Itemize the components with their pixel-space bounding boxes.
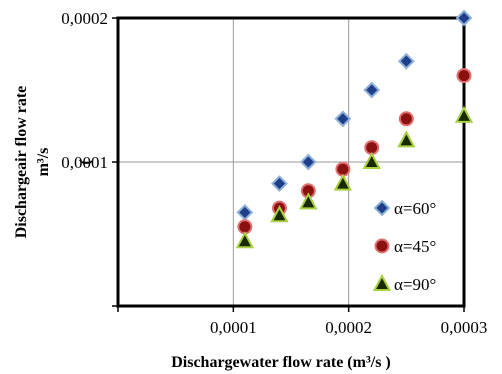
x-tick-label-2: 0,0003 — [441, 318, 488, 337]
point-series-2-4 — [362, 151, 381, 169]
point-series-0-5 — [397, 52, 415, 70]
legend: α=60° α=45° α=90° — [372, 199, 436, 294]
x-axis-title: Dischargewater flow rate (m³/s ) — [171, 354, 391, 371]
y-axis-title-line-1: m³/s — [35, 148, 52, 177]
x-tick-label-0: 0,0001 — [210, 318, 257, 337]
legend-marker-2 — [372, 273, 392, 291]
y-axis-title: Dischargeair flow rate m³/s ( — [13, 86, 94, 239]
point-series-2-2 — [299, 192, 318, 210]
tick-labels: 0,0001 0,0002 0,0003 0,0001 0,0002 — [61, 9, 487, 337]
x-tick-label-1: 0,0002 — [325, 318, 372, 337]
y-axis-title-line-2: ( — [77, 159, 94, 164]
y-axis-title-line-0: Dischargeair flow rate — [13, 86, 30, 239]
point-series-0-2 — [299, 153, 317, 171]
point-series-1-5 — [398, 111, 414, 127]
point-series-2-1 — [270, 205, 289, 223]
point-series-0-1 — [271, 175, 288, 193]
legend-label-1: α=45° — [394, 237, 436, 256]
point-series-1-6 — [456, 68, 472, 84]
series-2 — [235, 105, 474, 249]
point-series-0-3 — [334, 110, 352, 128]
grid-lines — [118, 18, 464, 306]
point-series-0-6 — [455, 9, 473, 27]
point-series-0-0 — [236, 203, 254, 221]
series-0 — [236, 9, 473, 221]
point-series-2-0 — [235, 231, 255, 249]
point-series-2-6 — [454, 105, 474, 123]
legend-label-0: α=60° — [394, 199, 436, 218]
y-tick-label-0: 0,0001 — [61, 153, 108, 172]
point-series-2-5 — [397, 130, 416, 148]
data-points — [235, 9, 474, 249]
point-series-0-4 — [363, 81, 381, 99]
point-series-2-3 — [333, 173, 353, 191]
y-tick-label-1: 0,0002 — [61, 9, 108, 28]
legend-marker-1 — [374, 238, 390, 254]
legend-marker-0 — [373, 199, 391, 217]
series-1 — [237, 68, 472, 235]
legend-label-2: α=90° — [394, 275, 436, 294]
